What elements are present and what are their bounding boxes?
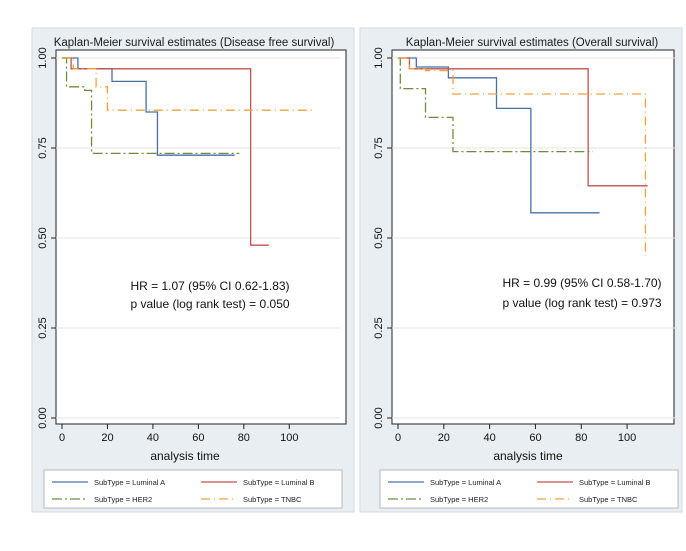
dfs-legend-label-2: SubType = Luminal B bbox=[243, 478, 315, 487]
dfs-x-tick-label: 20 bbox=[101, 432, 113, 444]
os-hr-annotation: HR = 0.99 (95% CI 0.58-1.70) bbox=[502, 276, 661, 290]
dfs-x-tick-label: 0 bbox=[59, 432, 65, 444]
dfs-x-tick-label: 100 bbox=[280, 432, 298, 444]
dfs-x-axis-label: analysis time bbox=[150, 449, 220, 463]
dfs-series-line-1 bbox=[62, 57, 235, 156]
dfs-y-tick-label: 0.25 bbox=[37, 317, 49, 338]
dfs-x-tick-label: 40 bbox=[147, 432, 159, 444]
dfs-pvalue-annotation: p value (log rank test) = 0.050 bbox=[130, 297, 289, 311]
os-pvalue-annotation: p value (log rank test) = 0.973 bbox=[502, 296, 661, 310]
dfs-y-tick-label: 0.00 bbox=[37, 407, 49, 428]
os-legend-label-2: SubType = Luminal B bbox=[579, 478, 651, 487]
os-series-lines bbox=[398, 57, 648, 256]
dfs-series-line-3 bbox=[62, 57, 240, 155]
os-x-tick-label: 20 bbox=[438, 432, 450, 444]
dfs-y-tick-label: 0.75 bbox=[37, 137, 49, 158]
dfs-legend-label-3: SubType = HER2 bbox=[94, 495, 152, 504]
os-x-tick-label: 40 bbox=[484, 432, 496, 444]
os-legend-box bbox=[379, 469, 679, 509]
dfs-legend-label-1: SubType = Luminal A bbox=[94, 478, 165, 487]
os-y-tick-label: 0.00 bbox=[373, 407, 385, 428]
os-x-axis-label: analysis time bbox=[493, 449, 563, 463]
dfs-gridlines bbox=[56, 57, 340, 419]
os-x-tick-label: 0 bbox=[395, 432, 401, 444]
os-x-tick-label: 100 bbox=[618, 432, 636, 444]
os-legend-label-3: SubType = HER2 bbox=[430, 495, 488, 504]
os-chart-title: Kaplan-Meier survival estimates (Overall… bbox=[406, 37, 659, 49]
os-y-tick-label: 0.75 bbox=[373, 137, 385, 158]
dfs-x-tick-label: 80 bbox=[238, 432, 250, 444]
os-axis-ticks: 0.00 0.25 0.50 0.75 1.00 0 20 40 60 80 100 bbox=[373, 47, 636, 444]
dfs-hr-annotation: HR = 1.07 (95% CI 0.62-1.83) bbox=[130, 279, 289, 293]
dfs-series-line-4 bbox=[62, 57, 312, 111]
os-x-tick-label: 60 bbox=[529, 432, 541, 444]
os-plot-area bbox=[391, 49, 675, 425]
os-chart-panel: Kaplan-Meier survival estimates (Overall… bbox=[359, 27, 683, 513]
dfs-x-tick-label: 60 bbox=[192, 432, 204, 444]
os-y-tick-label: 1.00 bbox=[373, 47, 385, 68]
dfs-series-lines bbox=[62, 57, 312, 246]
os-y-tick-label: 0.25 bbox=[373, 317, 385, 338]
dfs-plot-area bbox=[55, 49, 347, 425]
dfs-y-tick-label: 1.00 bbox=[37, 47, 49, 68]
dfs-legend: SubType = Luminal A SubType = Luminal B Su… bbox=[52, 478, 315, 504]
os-series-line-1 bbox=[398, 57, 600, 214]
dfs-legend-box bbox=[43, 469, 343, 509]
os-series-line-2 bbox=[398, 57, 648, 187]
dfs-chart-panel: Kaplan-Meier survival estimates (Disease… bbox=[31, 27, 355, 513]
os-series-line-3 bbox=[398, 57, 593, 153]
os-gridlines bbox=[392, 57, 678, 419]
dfs-y-tick-label: 0.50 bbox=[37, 227, 49, 248]
os-legend-label-4: SubType = TNBC bbox=[579, 495, 638, 504]
dfs-axis-ticks: 0.00 0.25 0.50 0.75 1.00 0 20 40 60 80 100 bbox=[37, 47, 298, 444]
os-x-tick-label: 80 bbox=[575, 432, 587, 444]
os-legend: SubType = Luminal A SubType = Luminal B Su… bbox=[388, 478, 651, 504]
os-legend-label-1: SubType = Luminal A bbox=[430, 478, 501, 487]
os-y-tick-label: 0.50 bbox=[373, 227, 385, 248]
dfs-legend-label-4: SubType = TNBC bbox=[243, 495, 302, 504]
dfs-chart-title: Kaplan-Meier survival estimates (Disease… bbox=[54, 37, 335, 49]
